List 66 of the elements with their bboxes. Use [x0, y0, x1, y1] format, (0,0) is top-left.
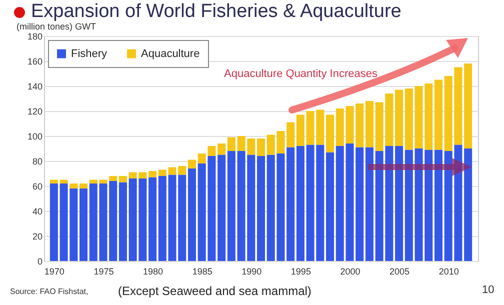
y-tick-label: 20 — [32, 232, 42, 242]
y-tick-label: 120 — [27, 106, 42, 116]
y-tick-label: 0 — [37, 256, 42, 266]
bar — [395, 146, 404, 261]
y-tick-label: 40 — [32, 206, 42, 216]
bar — [356, 147, 364, 261]
bar — [296, 146, 304, 261]
bar — [50, 184, 58, 261]
y-tick-label: 80 — [32, 156, 42, 166]
bar — [158, 176, 166, 261]
bar — [404, 88, 413, 150]
y-tick-label: 160 — [27, 56, 42, 66]
annotation: Aquaculture Quantity Increases — [224, 68, 378, 80]
bar — [218, 154, 226, 261]
bar — [257, 138, 265, 156]
bar — [109, 181, 118, 261]
x-tick-label: 2010 — [438, 266, 459, 276]
bar — [434, 80, 442, 150]
y-tick-label: 180 — [27, 32, 42, 42]
y-tick-label: 60 — [32, 182, 42, 192]
bar — [118, 176, 127, 182]
text: (Except Seaweed and sea mammal) — [118, 284, 312, 298]
x-tick-label: 1975 — [94, 266, 114, 276]
bar — [227, 151, 236, 261]
legend-label: Aquaculture — [141, 48, 200, 60]
bar — [158, 170, 166, 176]
bar — [227, 137, 236, 151]
bar — [118, 182, 127, 261]
bar — [404, 150, 413, 261]
source-note: Source: FAO Fishstat, — [10, 287, 88, 296]
bar — [395, 90, 404, 146]
x-tick-label: 1980 — [143, 266, 164, 276]
text: 10 — [482, 284, 494, 296]
x-tick-label: 1970 — [44, 266, 64, 276]
bar — [326, 114, 334, 152]
y-tick-label: 100 — [27, 132, 42, 142]
bar — [148, 177, 157, 261]
bar — [60, 180, 68, 184]
x-tick-label: 2005 — [390, 266, 410, 276]
x-tick-label: 1985 — [192, 266, 212, 276]
bar — [365, 147, 374, 261]
bar — [218, 144, 226, 155]
legend-label: Fishery — [71, 48, 108, 60]
bar — [80, 184, 88, 188]
x-tick-label: 2000 — [340, 266, 360, 276]
bar — [188, 160, 196, 168]
bar — [365, 101, 374, 148]
bar — [70, 184, 78, 188]
y-axis-title: (million tones) GWT — [16, 22, 97, 32]
x-tick-label: 1990 — [242, 266, 262, 276]
chart-title: Expansion of World Fisheries & Aquaculture — [31, 1, 402, 23]
y-tick-label: 140 — [27, 82, 42, 92]
bar — [286, 147, 295, 261]
bar — [148, 171, 157, 178]
bar — [356, 104, 364, 148]
x-tick-label: 1995 — [290, 266, 311, 276]
bar — [286, 122, 295, 148]
bar — [50, 180, 58, 184]
bar — [109, 176, 118, 181]
bar — [188, 168, 196, 261]
bar — [257, 156, 265, 261]
bar — [434, 150, 442, 261]
bar — [464, 64, 472, 148]
bar — [80, 188, 88, 261]
bar — [326, 152, 334, 261]
bar — [296, 114, 304, 146]
